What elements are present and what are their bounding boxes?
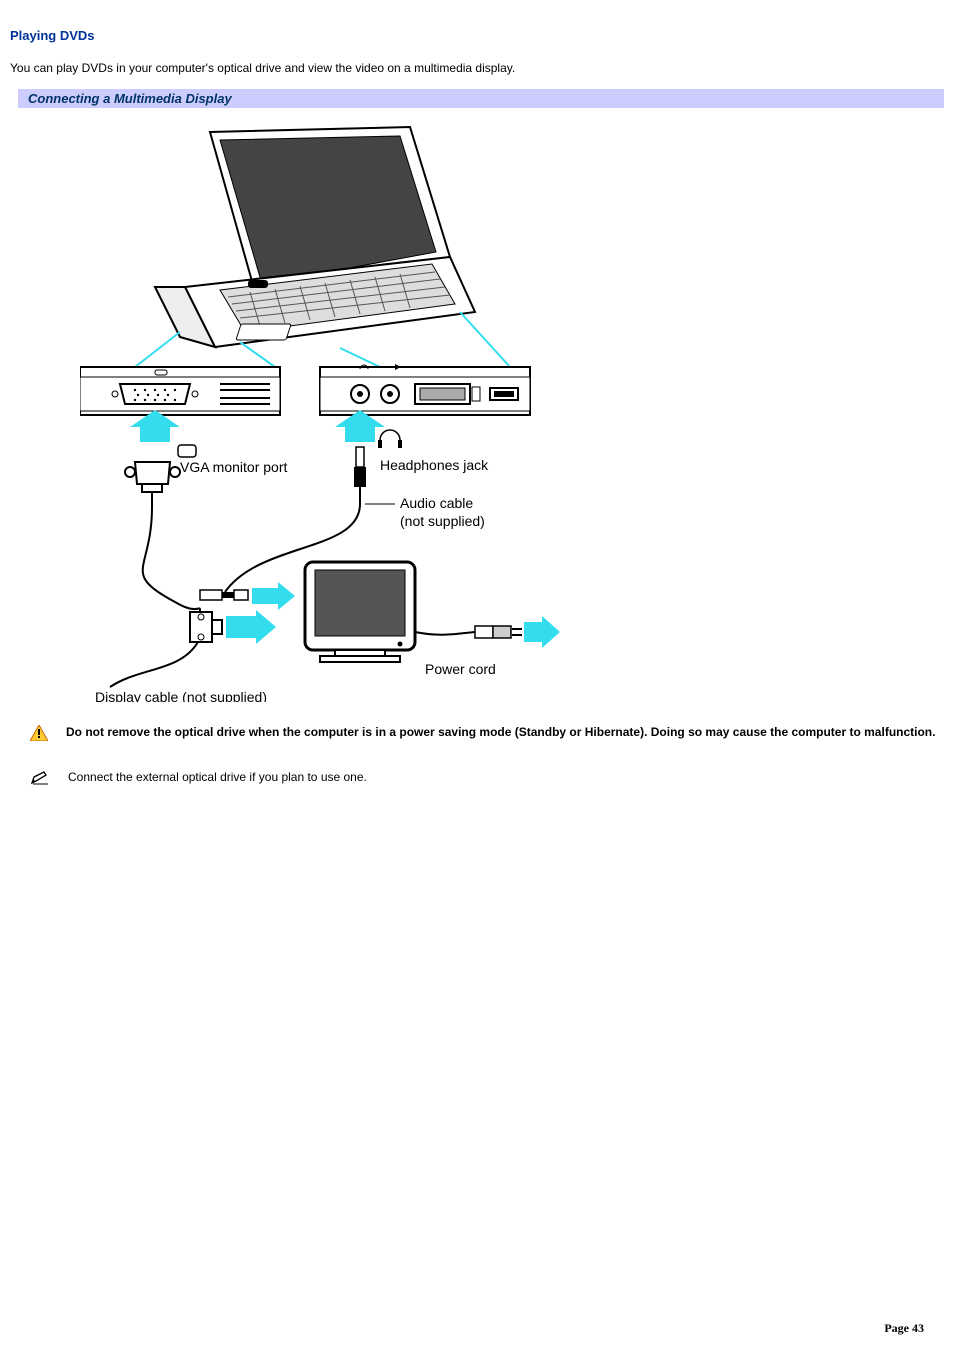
laptop-illustration <box>155 127 475 347</box>
audio-cable-label: Audio cable <box>400 495 473 511</box>
audio-port-panel <box>320 364 530 415</box>
vga-port-panel <box>80 367 280 415</box>
warning-message: Do not remove the optical drive when the… <box>10 725 944 744</box>
audio-plug-cable <box>354 447 395 504</box>
audio-in-plug <box>200 582 295 610</box>
pencil-icon <box>30 770 50 789</box>
page-title: Playing DVDs <box>10 28 944 43</box>
display-cable-label: Display cable (not supplied) <box>95 689 267 702</box>
display-side-vga <box>110 610 276 687</box>
vga-symbol-icon <box>178 445 196 457</box>
section-header: Connecting a Multimedia Display <box>18 89 944 108</box>
warning-text: Do not remove the optical drive when the… <box>66 725 935 739</box>
audio-cable-sub-label: (not supplied) <box>400 513 485 529</box>
vga-plug <box>125 462 180 507</box>
monitor-illustration <box>305 562 415 662</box>
note-text: Connect the external optical drive if yo… <box>68 770 367 784</box>
page-footer: Page 43 <box>884 1321 924 1336</box>
vga-label: VGA monitor port <box>180 459 287 475</box>
power-cord-label: Power cord <box>425 661 496 677</box>
note-message: Connect the external optical drive if yo… <box>10 770 944 789</box>
warning-icon <box>30 725 48 744</box>
display-cable <box>143 507 200 612</box>
intro-paragraph: You can play DVDs in your computer's opt… <box>10 61 944 75</box>
connection-diagram: VGA monitor port Headphones jack Audio c… <box>80 112 944 705</box>
headphone-symbol-icon <box>378 430 402 448</box>
headphones-label: Headphones jack <box>380 457 489 473</box>
power-cord <box>415 616 560 648</box>
